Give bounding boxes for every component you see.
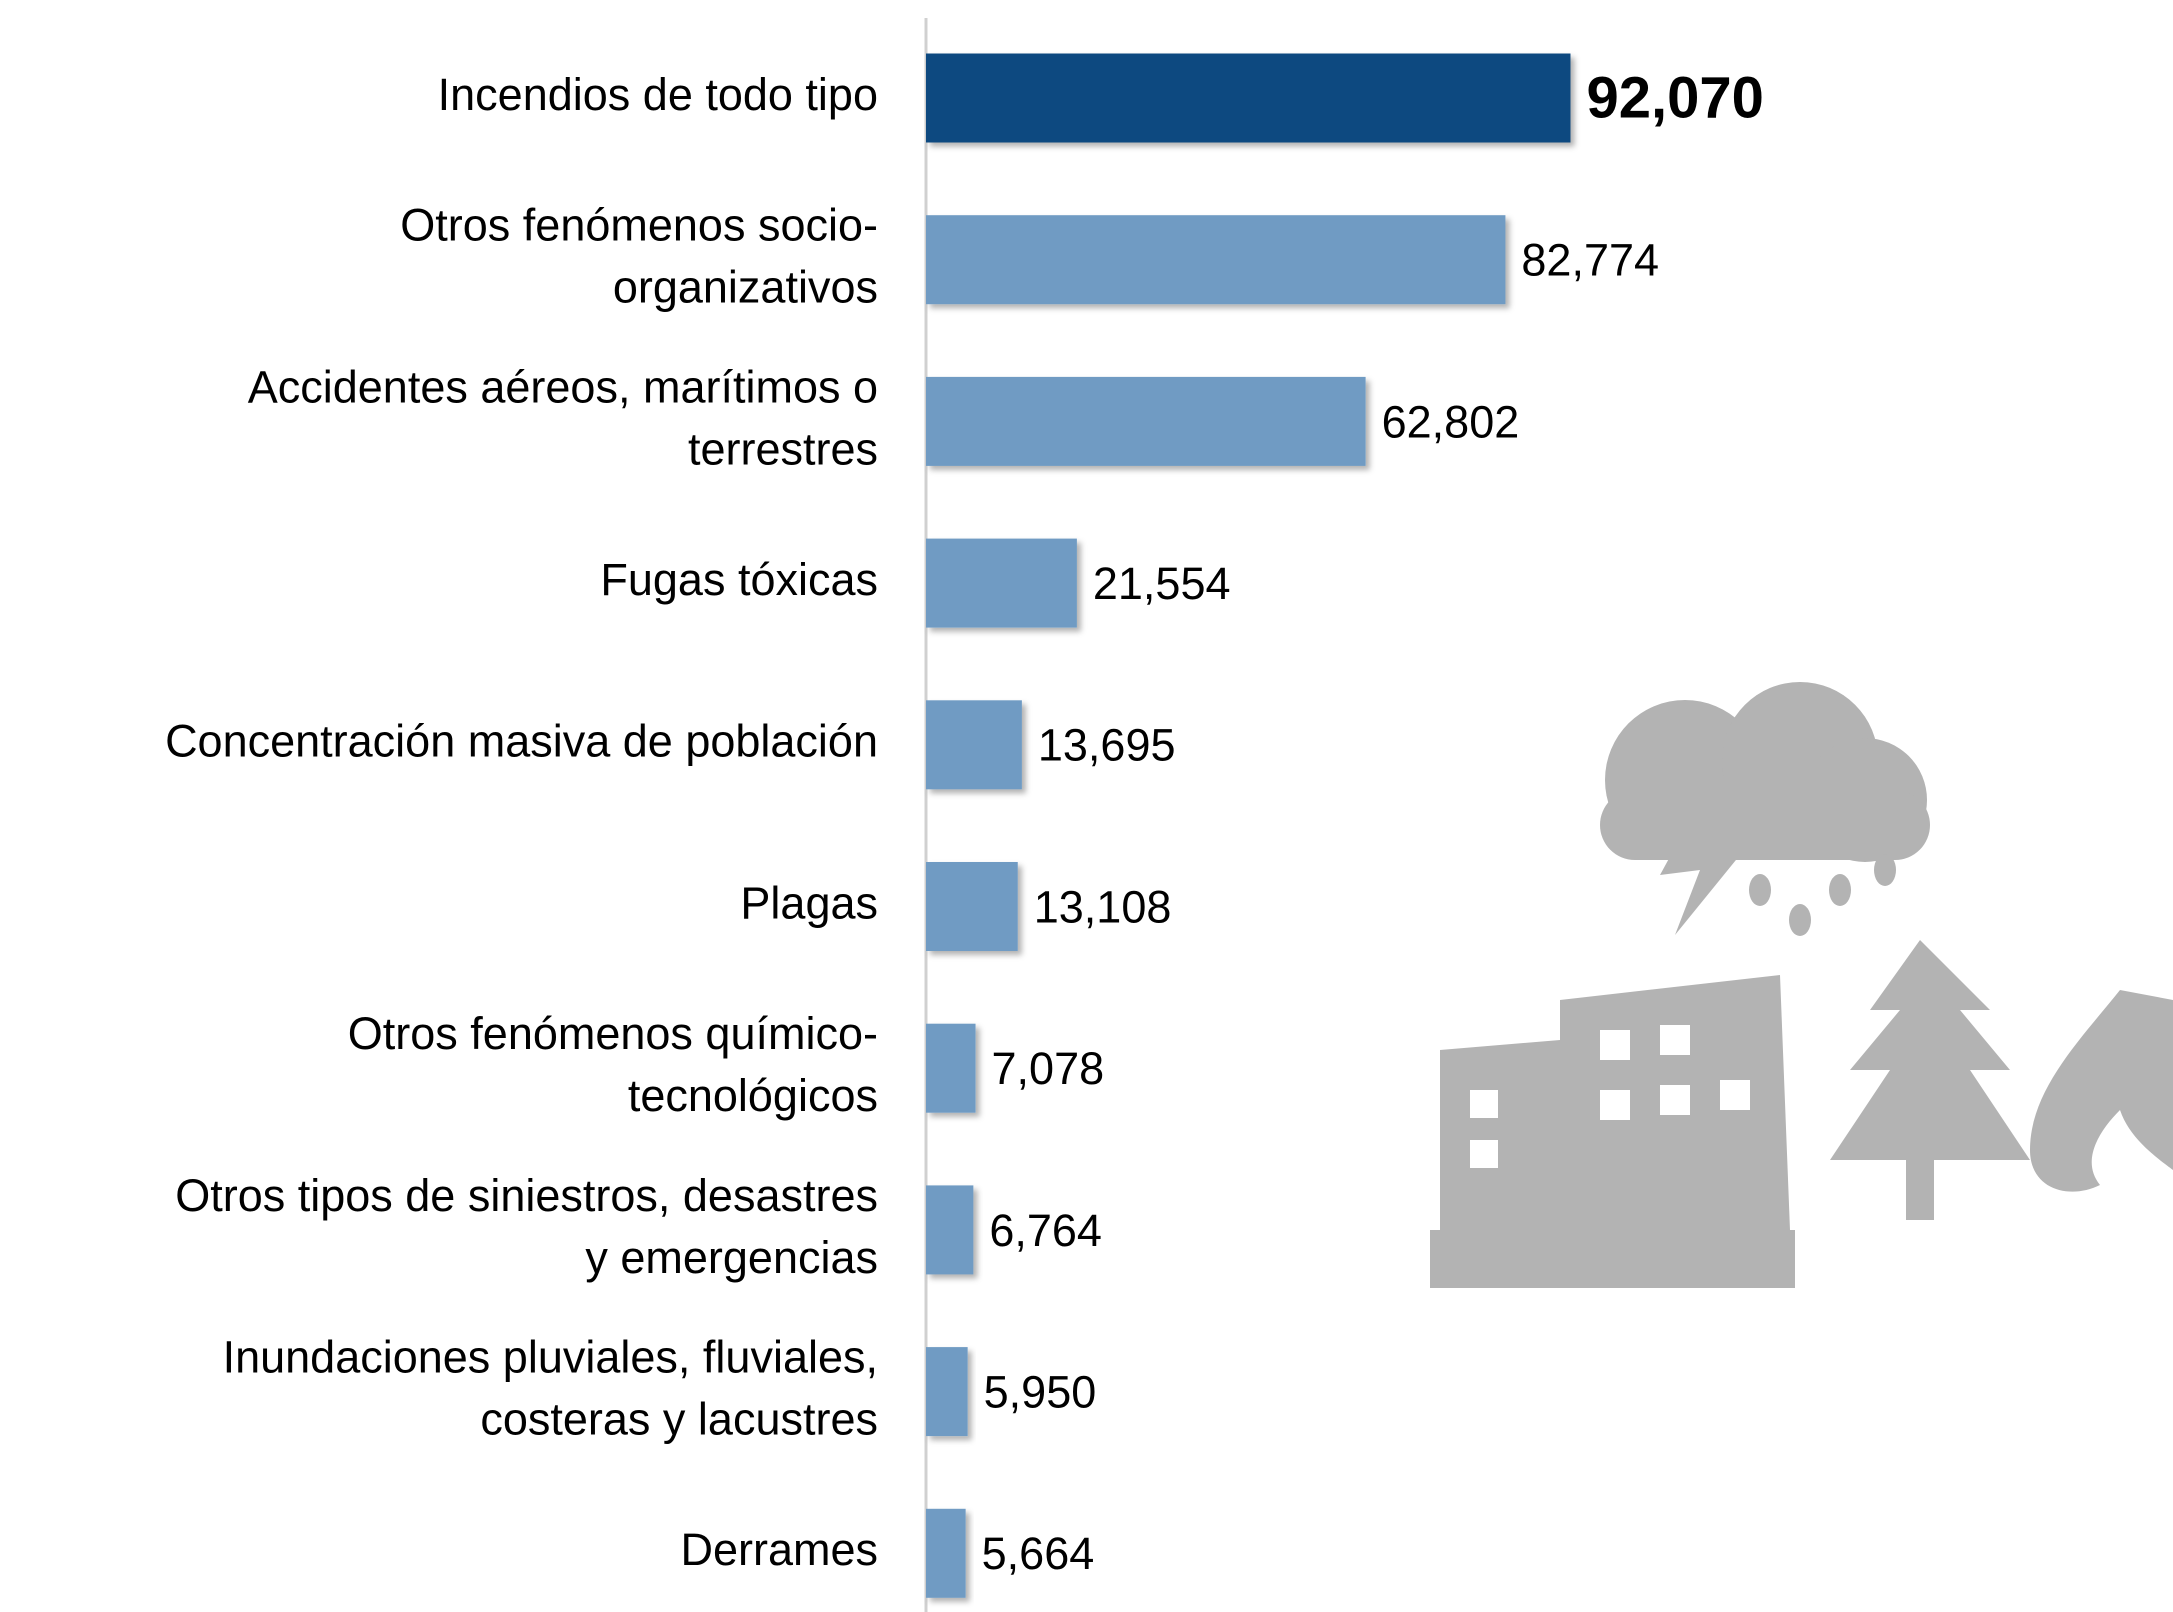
category-label: Incendios de todo tipo (438, 69, 878, 120)
bar (926, 1508, 966, 1598)
bar (926, 1347, 968, 1437)
value-label: 5,950 (984, 1366, 1097, 1417)
category-label: Otros fenómenos socio-organizativos (400, 200, 878, 313)
value-label: 62,802 (1382, 396, 1520, 447)
value-label: 7,078 (992, 1043, 1105, 1094)
value-label: 92,070 (1586, 65, 1763, 130)
bar (926, 538, 1077, 628)
value-label: 82,774 (1521, 235, 1659, 286)
category-label: Concentración masiva de población (165, 716, 878, 767)
bar (926, 862, 1018, 951)
value-label: 5,664 (982, 1528, 1095, 1579)
disaster-illustration (1430, 682, 2173, 1288)
bar (926, 53, 1571, 143)
value-label: 21,554 (1093, 558, 1231, 609)
category-label: Otros fenómenos químico-tecnológicos (348, 1008, 878, 1121)
category-label: Otros tipos de siniestros, desastres y em… (175, 1170, 878, 1283)
bar (926, 700, 1022, 790)
bar (926, 215, 1506, 305)
bar (926, 1023, 976, 1113)
category-label: Inundaciones pluviales, fluviales, coster… (223, 1331, 878, 1444)
bar (926, 1185, 974, 1275)
category-label: Fugas tóxicas (600, 554, 878, 605)
bar (926, 376, 1366, 466)
category-label: Plagas (740, 877, 878, 928)
category-label: Derrames (680, 1524, 878, 1575)
value-label: 6,764 (989, 1205, 1102, 1256)
value-label: 13,695 (1038, 720, 1176, 771)
value-label: 13,108 (1034, 881, 1172, 932)
category-label: Accidentes aéreos, marítimos o terrestres (248, 361, 878, 474)
